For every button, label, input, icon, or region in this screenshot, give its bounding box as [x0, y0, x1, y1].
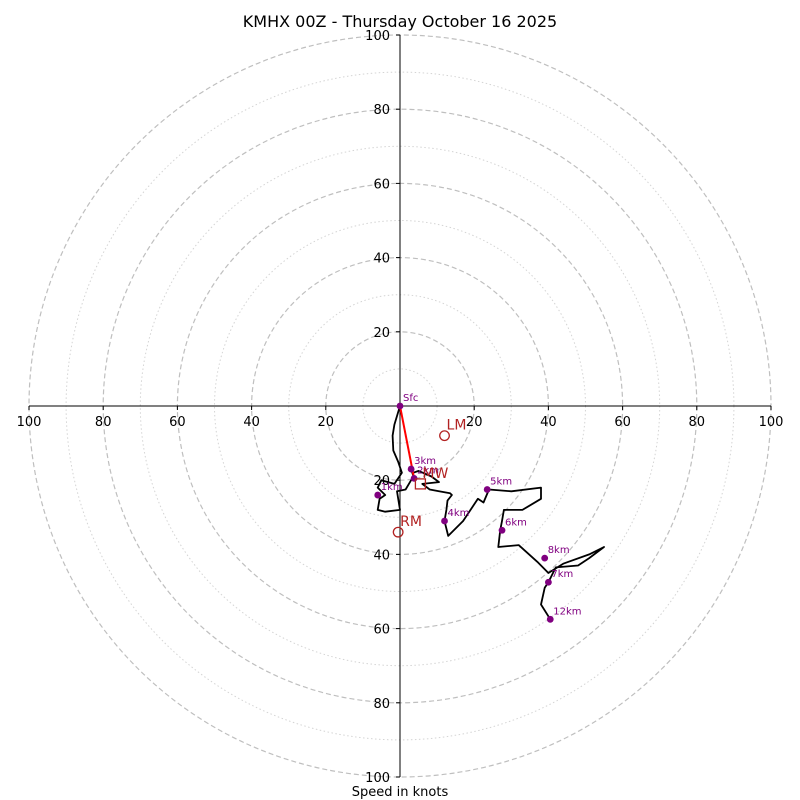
height-label-3km: 3km [414, 456, 436, 467]
storm-label-RM: RM [400, 514, 422, 530]
storm-marker-RM [392, 526, 404, 538]
storm-marker-LM [439, 430, 450, 442]
hodograph-trace [376, 405, 605, 620]
hodograph-line [376, 405, 605, 620]
height-marker-12km [546, 615, 554, 623]
tick-label-bottom-80: 80 [373, 697, 390, 712]
tick-label-left-100: 100 [17, 415, 42, 430]
tick-label-bottom-20: 20 [373, 474, 390, 489]
tick-label-top-80: 80 [373, 103, 390, 118]
tick-label-left-20: 20 [318, 415, 335, 430]
height-label-1km: 1km [381, 482, 403, 493]
height-label-7km: 7km [551, 569, 573, 580]
storm-label-MW: MW [422, 466, 448, 482]
storm-label-LM: LM [447, 418, 467, 434]
tick-label-right-40: 40 [540, 415, 557, 430]
tick-label-top-40: 40 [373, 252, 390, 267]
height-marker-4km [441, 517, 448, 525]
height-marker-1km [374, 491, 382, 499]
height-marker-3km [407, 465, 415, 473]
tick-label-right-20: 20 [466, 415, 483, 430]
tick-labels: 20 20 20 20 40 40 40 40 60 60 60 60 80 80 80 80 100 100 10… [17, 29, 784, 786]
storm-motion-markers: LM RM MW [392, 418, 467, 538]
height-marker-7km [545, 578, 552, 586]
height-marker-Sfc [396, 402, 404, 410]
x-axis-label: Speed in knots [352, 785, 449, 800]
height-label-2km: 2km [417, 465, 439, 476]
tick-label-bottom-100: 100 [365, 771, 390, 786]
storm-marker-MW [414, 478, 427, 490]
tick-label-bottom-40: 40 [373, 548, 390, 563]
height-label-5km: 5km [490, 476, 512, 487]
tick-label-left-40: 40 [243, 415, 260, 430]
height-label-12km: 12km [553, 606, 581, 617]
height-label-4km: 4km [448, 508, 470, 519]
tick-label-top-60: 60 [373, 177, 390, 192]
height-label-6km: 6km [505, 517, 527, 528]
tick-label-right-80: 80 [689, 415, 706, 430]
height-label-8km: 8km [548, 545, 570, 556]
tick-label-left-60: 60 [169, 415, 186, 430]
tick-label-right-100: 100 [759, 415, 784, 430]
tick-label-right-60: 60 [614, 415, 631, 430]
chart-title: KMHX 00Z - Thursday October 16 2025 [243, 12, 557, 31]
height-label-Sfc: Sfc [403, 393, 418, 404]
height-marker-5km [483, 486, 491, 493]
tick-label-left-80: 80 [95, 415, 112, 430]
height-marker-6km [498, 526, 506, 534]
tick-label-top-20: 20 [373, 326, 390, 341]
tick-label-bottom-60: 60 [373, 623, 390, 638]
height-marker-8km [541, 554, 549, 562]
tick-label-top-100: 100 [365, 29, 390, 44]
